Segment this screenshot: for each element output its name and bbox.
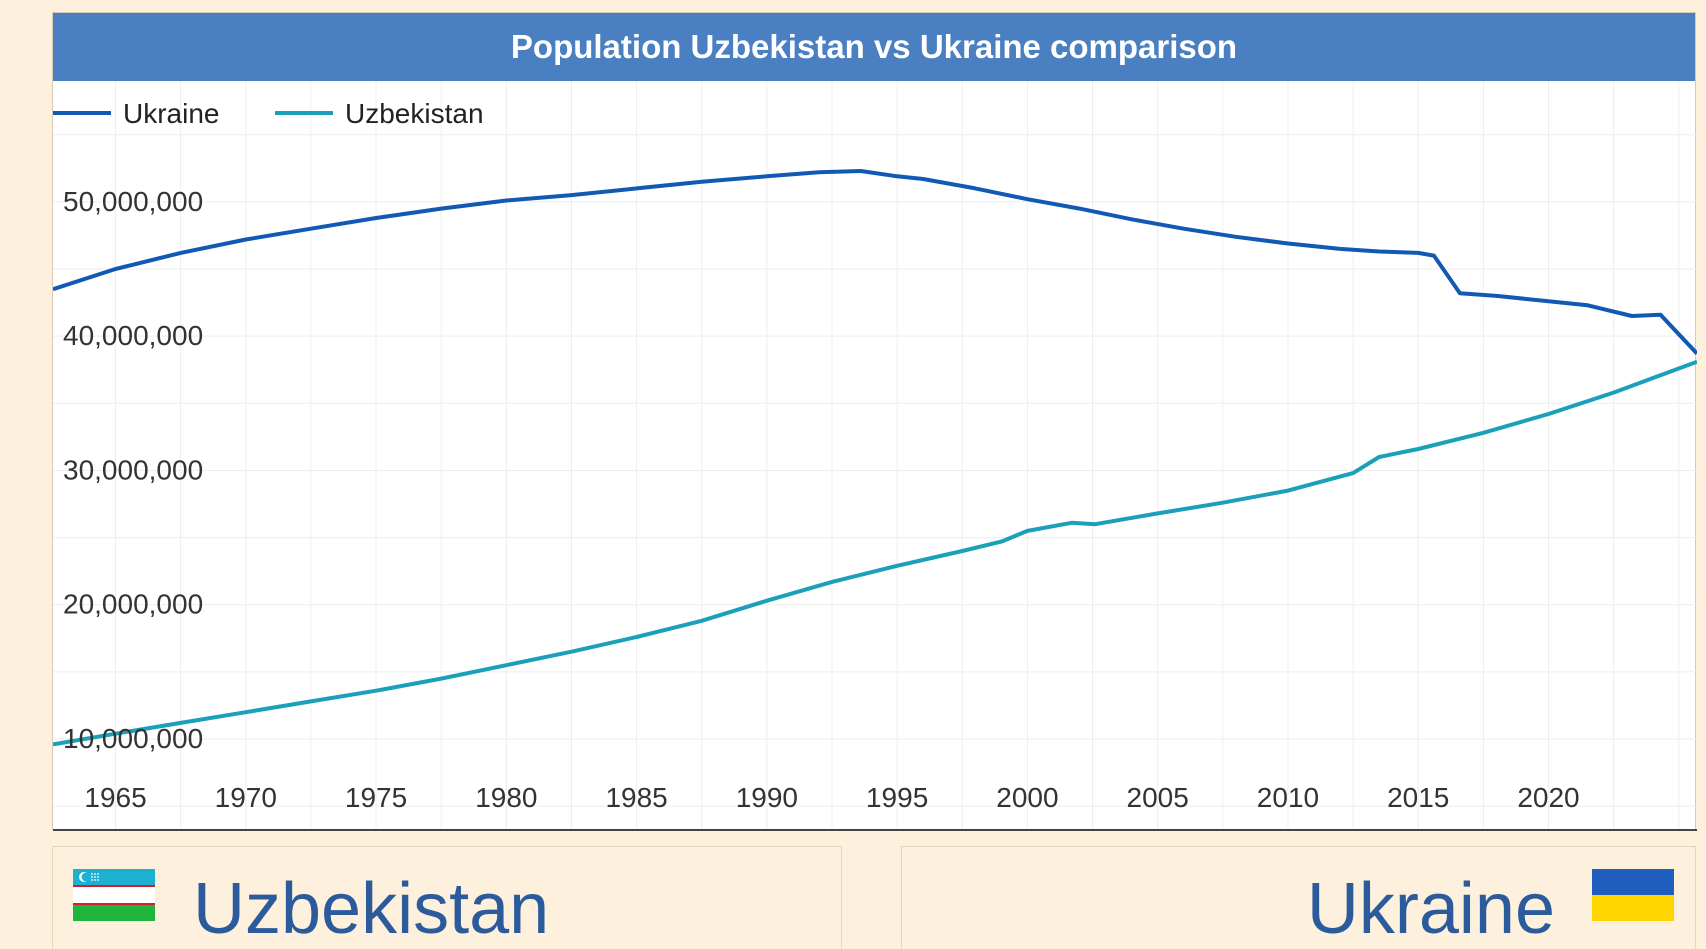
x-tick-label: 2020: [1517, 782, 1579, 813]
country-name-ukraine[interactable]: Ukraine: [1306, 869, 1555, 949]
x-tick-label: 1975: [345, 782, 407, 813]
series-line-uzbekistan: [53, 359, 1697, 747]
chart-panel: 10,000,000 20,000,000 30,000,000 40,000,000…: [52, 12, 1697, 831]
x-tick-label: 1990: [736, 782, 798, 813]
x-tick-label: 2005: [1127, 782, 1189, 813]
y-tick-label: 30,000,000: [63, 454, 203, 485]
x-tick-label: 2015: [1387, 782, 1449, 813]
line-chart: 10,000,000 20,000,000 30,000,000 40,000,000…: [53, 81, 1697, 831]
legend-label-uzbekistan: Uzbekistan: [345, 98, 484, 129]
country-card-ukraine[interactable]: Ukraine: [901, 846, 1696, 949]
chart-title: Population Uzbekistan vs Ukraine compari…: [53, 13, 1695, 81]
ukraine-flag-icon: [1592, 869, 1674, 921]
x-tick-label: 1980: [475, 782, 537, 813]
x-tick-label: 1965: [84, 782, 146, 813]
uzbekistan-flag-icon: [73, 869, 155, 921]
legend-label-ukraine: Ukraine: [123, 98, 219, 129]
x-tick-label: 2010: [1257, 782, 1319, 813]
x-tick-label: 1985: [605, 782, 667, 813]
series-line-ukraine: [53, 169, 1697, 355]
x-tick-label: 2000: [996, 782, 1058, 813]
y-tick-label: 20,000,000: [63, 589, 203, 620]
country-name-uzbekistan[interactable]: Uzbekistan: [193, 869, 550, 949]
y-tick-label: 10,000,000: [63, 723, 203, 754]
y-tick-label: 50,000,000: [63, 186, 203, 217]
x-tick-label: 1995: [866, 782, 928, 813]
x-tick-label: 1970: [215, 782, 277, 813]
y-tick-label: 40,000,000: [63, 320, 203, 351]
country-card-uzbekistan[interactable]: Uzbekistan: [52, 846, 842, 949]
